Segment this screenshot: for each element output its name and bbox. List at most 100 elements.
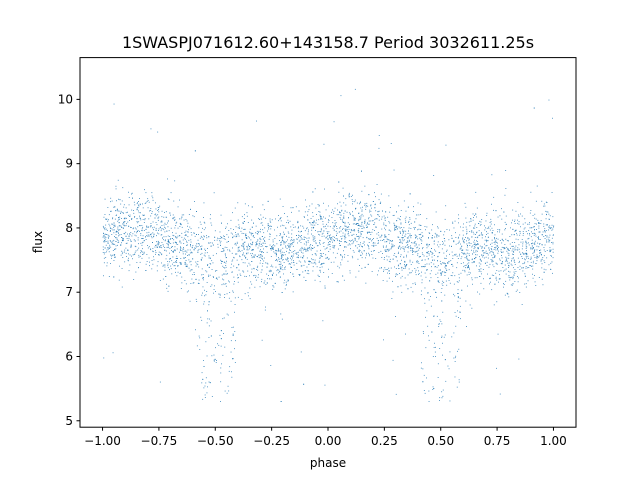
data-point [473, 250, 474, 252]
data-point [343, 217, 345, 219]
data-point [284, 254, 286, 256]
data-point [517, 247, 519, 249]
data-point [281, 292, 283, 293]
data-point [439, 319, 441, 321]
data-point [426, 252, 427, 254]
data-point [361, 267, 363, 269]
data-point [441, 283, 443, 285]
data-point [140, 250, 142, 251]
data-point [420, 367, 422, 369]
data-point [383, 215, 385, 217]
data-point [455, 253, 457, 255]
data-point [497, 231, 498, 233]
x-tick-label: −0.50 [197, 434, 234, 448]
data-point [198, 266, 200, 268]
data-point [216, 253, 217, 255]
data-point [140, 212, 141, 214]
data-point [180, 224, 182, 225]
data-point [110, 210, 111, 212]
data-point [149, 210, 150, 212]
data-point [458, 381, 460, 383]
data-point [424, 226, 426, 227]
data-point [463, 252, 465, 254]
data-point [280, 313, 282, 315]
data-point [399, 263, 401, 265]
data-point [352, 242, 354, 244]
data-point [402, 229, 403, 231]
data-point [162, 265, 164, 267]
data-point [410, 222, 412, 224]
data-point [137, 207, 138, 209]
data-point [312, 226, 314, 228]
data-point [544, 228, 546, 230]
data-point [458, 242, 460, 243]
data-point [552, 228, 554, 230]
data-point [246, 245, 248, 247]
data-point [161, 220, 163, 222]
data-point [164, 247, 166, 248]
data-point [291, 243, 293, 244]
data-point [158, 246, 160, 248]
data-point [241, 227, 243, 229]
data-point [260, 254, 262, 256]
data-point [213, 360, 215, 362]
data-point [207, 264, 208, 266]
data-point [512, 253, 513, 255]
data-point [304, 211, 306, 213]
data-point [114, 236, 115, 237]
data-point [518, 277, 519, 279]
data-point [208, 301, 210, 303]
data-point [400, 242, 402, 244]
data-point [514, 242, 516, 243]
data-point [271, 246, 272, 247]
data-point [228, 297, 230, 299]
data-point [289, 248, 290, 250]
data-point [244, 214, 245, 216]
data-point [409, 259, 411, 261]
data-point [228, 390, 230, 392]
data-point [289, 250, 291, 251]
data-point [457, 310, 458, 312]
data-point [340, 214, 342, 216]
data-point [437, 272, 439, 274]
data-point [119, 225, 121, 227]
data-point [364, 266, 366, 268]
data-point [278, 258, 280, 260]
data-point [443, 234, 445, 236]
data-point [358, 212, 359, 214]
data-point [213, 277, 214, 278]
data-point [225, 228, 226, 229]
data-point [226, 273, 228, 275]
data-point [195, 298, 197, 300]
data-point [386, 249, 388, 251]
data-point [345, 228, 347, 230]
data-point [179, 240, 181, 242]
data-point [243, 271, 245, 273]
data-point [182, 248, 184, 250]
data-point [193, 249, 195, 251]
data-point [105, 257, 107, 258]
data-point [332, 222, 334, 224]
data-point [381, 218, 383, 220]
data-point [417, 229, 419, 231]
data-point [164, 249, 166, 251]
data-point [231, 252, 233, 254]
data-point [200, 231, 202, 233]
data-point [490, 259, 492, 260]
data-point [155, 250, 156, 252]
data-point [255, 225, 257, 227]
data-point [471, 236, 473, 238]
data-point [476, 240, 477, 242]
data-point [176, 255, 178, 257]
data-point [184, 235, 186, 236]
data-point [216, 360, 217, 361]
data-point [204, 255, 206, 257]
data-point [177, 271, 179, 273]
data-point [466, 230, 468, 232]
data-point [237, 202, 239, 204]
data-point [427, 292, 429, 294]
data-point [272, 275, 273, 276]
data-point [361, 213, 363, 215]
data-point [176, 221, 178, 223]
data-point [402, 237, 404, 238]
